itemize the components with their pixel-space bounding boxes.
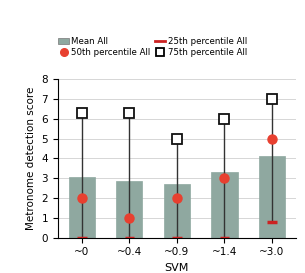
Y-axis label: Metronome detection score: Metronome detection score — [26, 87, 36, 230]
Bar — [164, 185, 190, 238]
Bar — [69, 177, 95, 238]
Bar — [116, 182, 142, 238]
Legend: Mean All, 50th percentile All, 25th percentile All, 75th percentile All: Mean All, 50th percentile All, 25th perc… — [58, 36, 248, 58]
Bar — [211, 172, 238, 238]
X-axis label: SVM: SVM — [165, 263, 189, 273]
Bar — [259, 156, 285, 238]
